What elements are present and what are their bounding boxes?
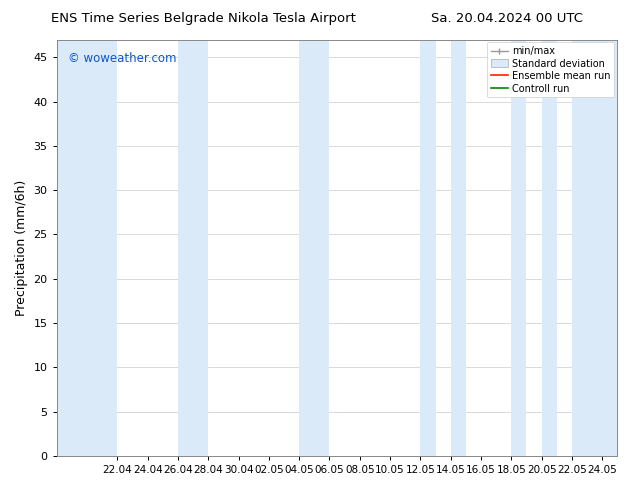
Text: © woweather.com: © woweather.com	[68, 52, 176, 65]
Bar	[56, 40, 117, 456]
Bar	[572, 40, 618, 456]
Bar	[178, 40, 208, 456]
Bar	[299, 40, 330, 456]
Bar	[451, 40, 466, 456]
Legend: min/max, Standard deviation, Ensemble mean run, Controll run: min/max, Standard deviation, Ensemble me…	[487, 43, 614, 98]
Bar	[512, 40, 526, 456]
Bar	[420, 40, 436, 456]
Text: Sa. 20.04.2024 00 UTC: Sa. 20.04.2024 00 UTC	[431, 12, 583, 25]
Y-axis label: Precipitation (mm/6h): Precipitation (mm/6h)	[15, 180, 28, 316]
Bar	[541, 40, 557, 456]
Text: ENS Time Series Belgrade Nikola Tesla Airport: ENS Time Series Belgrade Nikola Tesla Ai…	[51, 12, 356, 25]
